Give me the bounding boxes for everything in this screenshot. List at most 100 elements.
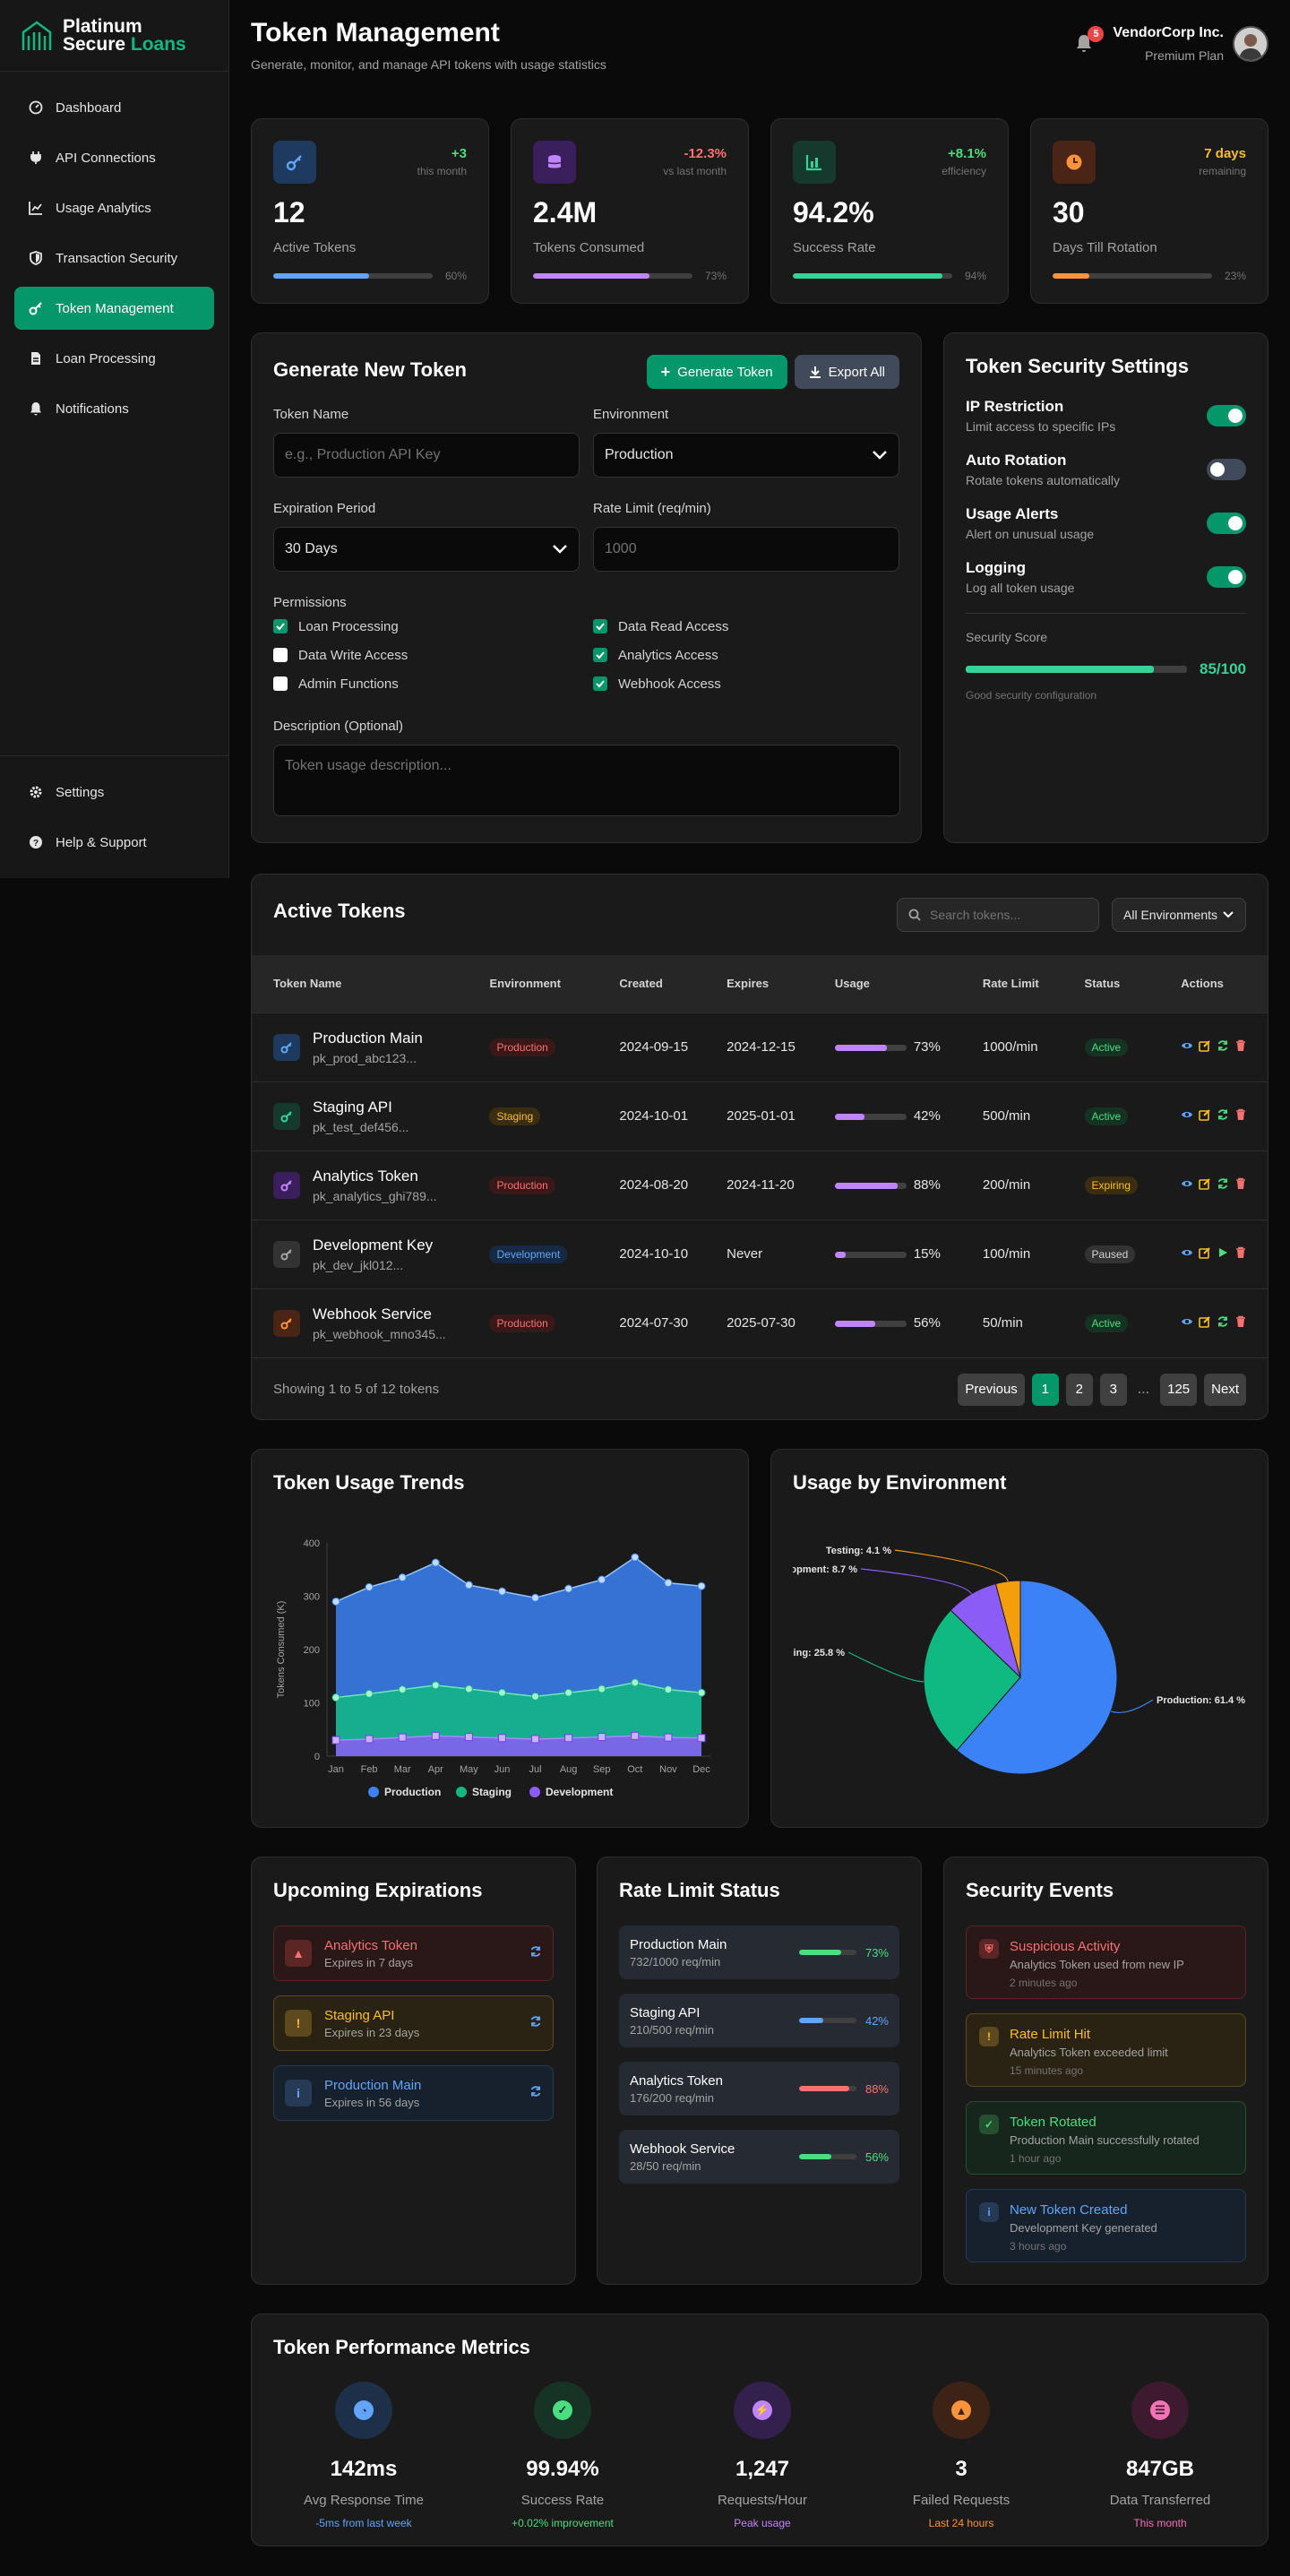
sidebar-item-help-support[interactable]: ? Help & Support — [14, 821, 214, 864]
play-icon[interactable] — [1217, 1246, 1229, 1262]
sidebar-item-notifications[interactable]: Notifications — [14, 387, 214, 430]
edit-icon[interactable] — [1199, 1177, 1211, 1193]
permission-loan-processing[interactable]: Loan Processing — [273, 612, 593, 641]
usage-trends-card: Token Usage Trends 0 100 200 300 400 Jan Feb Ma… — [251, 1449, 749, 1828]
data-point — [431, 1681, 440, 1690]
edit-icon[interactable] — [1199, 1246, 1211, 1262]
delete-icon[interactable] — [1234, 1315, 1247, 1331]
permission-admin-functions[interactable]: Admin Functions — [273, 669, 593, 698]
expiration-select[interactable]: 30 Days — [273, 527, 580, 572]
view-icon[interactable] — [1181, 1108, 1193, 1124]
description-textarea[interactable]: Token usage description... — [273, 745, 900, 816]
environment-select[interactable]: Production — [593, 433, 899, 478]
user-menu[interactable]: 5 VendorCorp Inc. Premium Plan — [1075, 25, 1268, 63]
delete-icon[interactable] — [1234, 1177, 1247, 1193]
sidebar-item-api-connections[interactable]: API Connections — [14, 136, 214, 179]
rate-limit-item: Webhook Service 28/50 req/min 56% — [619, 2130, 899, 2184]
view-icon[interactable] — [1181, 1315, 1193, 1331]
sidebar-item-dashboard[interactable]: Dashboard — [14, 86, 214, 129]
environment-badge: Production — [489, 1314, 555, 1332]
table-row[interactable]: Staging API pk_test_def456... Staging 2024-… — [252, 1081, 1268, 1150]
permission-analytics-access[interactable]: Analytics Access — [593, 641, 899, 669]
security-event-item[interactable]: ⛨ Suspicious Activity Analytics Token used… — [966, 1926, 1246, 1999]
environment-filter[interactable]: All Environments — [1112, 898, 1246, 932]
created-date: 2024-10-10 — [598, 1219, 706, 1288]
rotate-icon[interactable] — [1217, 1039, 1229, 1055]
rate-limit-input[interactable]: 1000 — [593, 527, 899, 572]
expiration-item[interactable]: ! Staging API Expires in 23 days — [273, 1995, 554, 2051]
previous-page-button[interactable]: Previous — [958, 1373, 1025, 1406]
exclamation-icon: ! — [285, 2010, 312, 2037]
renew-icon[interactable] — [529, 2015, 542, 2032]
view-icon[interactable] — [1181, 1246, 1193, 1262]
permission-data-write-access[interactable]: Data Write Access — [273, 641, 593, 669]
x-tick-label: Sep — [593, 1764, 611, 1775]
table-row[interactable]: Webhook Service pk_webhook_mno345... Produ… — [252, 1288, 1268, 1357]
rotate-icon[interactable] — [1217, 1177, 1229, 1193]
checkbox-checked-icon[interactable] — [593, 676, 607, 691]
metric-value: 3 — [955, 2457, 968, 2481]
sidebar-item-transaction-security[interactable]: Transaction Security — [14, 237, 214, 280]
page-button-2[interactable]: 2 — [1065, 1373, 1093, 1406]
usage-bar — [834, 1182, 907, 1189]
table-row[interactable]: Analytics Token pk_analytics_ghi789... Pro… — [252, 1150, 1268, 1219]
stat-percent: 94% — [964, 270, 986, 282]
checkbox-empty-icon[interactable] — [273, 648, 288, 662]
checkbox-empty-icon[interactable] — [273, 676, 288, 691]
sidebar-item-usage-analytics[interactable]: Usage Analytics — [14, 186, 214, 229]
company-name: VendorCorp Inc. — [1113, 25, 1224, 40]
security-event-item[interactable]: ✓ Token Rotated Production Main successful… — [966, 2101, 1246, 2175]
edit-icon[interactable] — [1199, 1315, 1211, 1331]
rate-limit-item: Production Main 732/1000 req/min 73% — [619, 1926, 899, 1979]
sidebar-item-token-management[interactable]: Token Management — [14, 287, 214, 330]
delete-icon[interactable] — [1234, 1246, 1247, 1262]
delete-icon[interactable] — [1234, 1108, 1247, 1124]
security-event-title: New Token Created — [1010, 2202, 1128, 2218]
renew-icon[interactable] — [529, 2085, 542, 2102]
rate-limit-usage: 210/500 req/min — [630, 2022, 714, 2037]
security-event-time: 3 hours ago — [1010, 2240, 1067, 2253]
checkbox-checked-icon[interactable] — [273, 619, 288, 633]
brand-logo[interactable]: Platinum Secure Loans — [0, 0, 228, 72]
expiration-item[interactable]: i Production Main Expires in 56 days — [273, 2065, 554, 2121]
toggle-switch[interactable] — [1207, 566, 1246, 588]
next-page-button[interactable]: Next — [1204, 1373, 1246, 1406]
security-event-item[interactable]: i New Token Created Development Key genera… — [966, 2189, 1246, 2262]
security-event-item[interactable]: ! Rate Limit Hit Analytics Token exceeded … — [966, 2013, 1246, 2087]
toggle-switch[interactable] — [1207, 513, 1246, 534]
view-icon[interactable] — [1181, 1039, 1193, 1055]
avatar[interactable] — [1233, 26, 1268, 62]
metric-value: 99.94% — [526, 2457, 599, 2481]
table-row[interactable]: Development Key pk_dev_jkl012... Developme… — [252, 1219, 1268, 1288]
delete-icon[interactable] — [1234, 1039, 1247, 1055]
table-row[interactable]: Production Main pk_prod_abc123... Producti… — [252, 1012, 1268, 1081]
rate-limit-percent: 88% — [864, 2081, 889, 2096]
permission-webhook-access[interactable]: Webhook Access — [593, 669, 899, 698]
line-chart-icon — [29, 201, 43, 215]
rotate-icon[interactable] — [1217, 1315, 1229, 1331]
notifications-button[interactable]: 5 — [1075, 26, 1105, 55]
sidebar-item-settings[interactable]: Settings — [14, 771, 214, 814]
token-search-input[interactable]: Search tokens... — [897, 898, 1099, 932]
page-button-last[interactable]: 125 — [1160, 1373, 1198, 1406]
renew-icon[interactable] — [529, 1945, 542, 1962]
checkbox-checked-icon[interactable] — [593, 619, 607, 633]
export-all-button[interactable]: Export All — [794, 355, 899, 389]
edit-icon[interactable] — [1199, 1039, 1211, 1055]
toggle-switch[interactable] — [1207, 459, 1246, 480]
rate-limit-item: Staging API 210/500 req/min 42% — [619, 1994, 899, 2047]
toggle-switch[interactable] — [1207, 405, 1246, 426]
rotate-icon[interactable] — [1217, 1108, 1229, 1124]
generate-token-button[interactable]: + Generate Token — [646, 355, 787, 389]
page-button-3[interactable]: 3 — [1099, 1373, 1127, 1406]
page-subtitle: Generate, monitor, and manage API tokens… — [251, 57, 606, 72]
sidebar-item-loan-processing[interactable]: Loan Processing — [14, 337, 214, 380]
page-button-1[interactable]: 1 — [1031, 1373, 1059, 1406]
token-name-input[interactable]: e.g., Production API Key — [273, 433, 580, 478]
view-icon[interactable] — [1181, 1177, 1193, 1193]
permission-data-read-access[interactable]: Data Read Access — [593, 612, 899, 641]
expiration-item[interactable]: ▲ Analytics Token Expires in 7 days — [273, 1926, 554, 1981]
gauge-icon: ◔ — [335, 2382, 392, 2439]
checkbox-checked-icon[interactable] — [593, 648, 607, 662]
edit-icon[interactable] — [1199, 1108, 1211, 1124]
